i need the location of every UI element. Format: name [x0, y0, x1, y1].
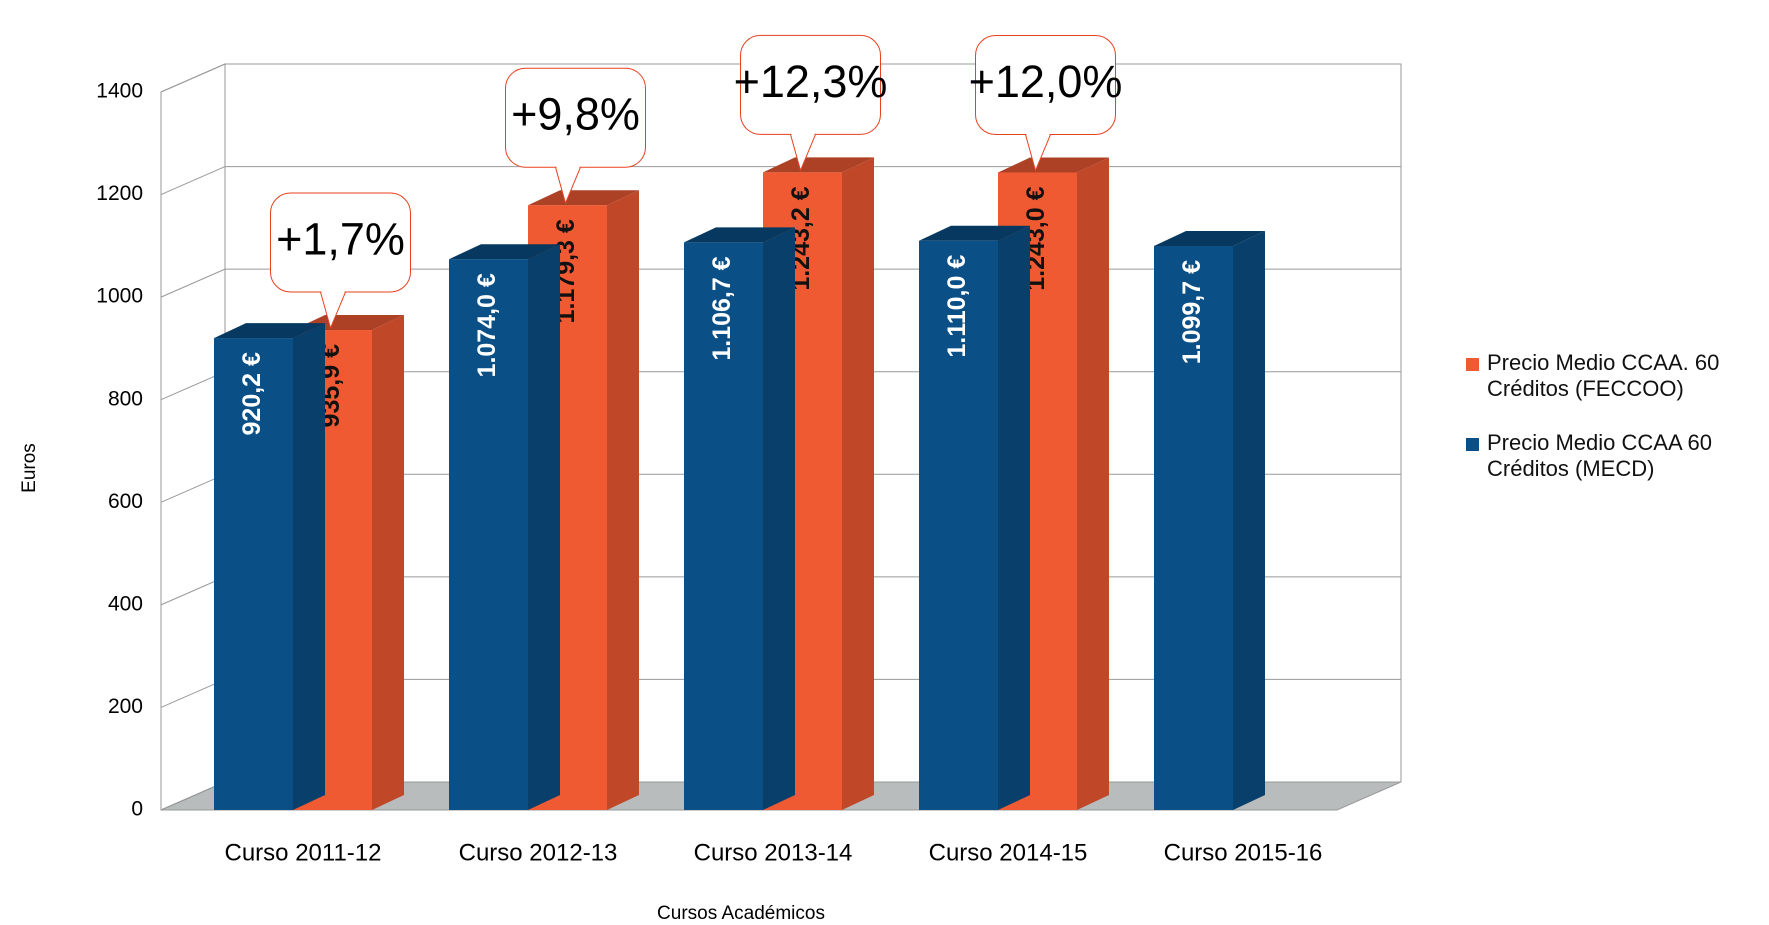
bar-side — [607, 190, 639, 811]
y-tick-label: 400 — [108, 592, 143, 615]
annotation: +12,3% — [734, 56, 888, 107]
annotation: +12,0% — [969, 56, 1123, 107]
legend-label: Precio Medio CCAA 60 Créditos (MECD) — [1487, 430, 1712, 481]
value-label: 1.106,7 € — [708, 256, 736, 360]
bar-side — [763, 227, 795, 810]
grid-line — [160, 63, 226, 93]
callout — [790, 134, 816, 172]
value-label: 1.110,0 € — [943, 255, 971, 358]
bar-side — [372, 315, 404, 810]
grid-line — [160, 268, 226, 298]
bar-side — [528, 244, 560, 811]
bar-top — [919, 225, 1030, 241]
y-tick-label: 200 — [108, 695, 143, 718]
value-label: 920,2 € — [238, 352, 266, 436]
x-tick-label: Curso 2012-13 — [459, 839, 618, 866]
y-axis-label: Euros — [19, 443, 40, 493]
y-tick-label: 800 — [108, 387, 143, 410]
value-label: 1.074,0 € — [473, 273, 501, 377]
bar-side — [998, 225, 1030, 810]
callout — [1025, 134, 1051, 173]
callout — [555, 166, 581, 205]
legend-item: Precio Medio CCAA. 60 Créditos (FECCOO) — [1466, 350, 1766, 402]
callout — [320, 291, 346, 330]
legend-label: Precio Medio CCAA. 60 Créditos (FECCOO) — [1487, 350, 1720, 401]
bar-top — [214, 323, 325, 339]
bar — [214, 338, 293, 810]
x-axis-label: Cursos Académicos — [657, 903, 825, 924]
bar-top — [1154, 231, 1265, 247]
annotation: +9,8% — [511, 89, 640, 140]
y-tick-label: 1000 — [96, 285, 143, 308]
bar — [684, 242, 763, 810]
bar-side — [842, 157, 874, 810]
bar — [1154, 246, 1233, 811]
legend-item: Precio Medio CCAA 60 Créditos (MECD) — [1466, 430, 1766, 482]
value-label: 1.099,7 € — [1178, 260, 1206, 364]
legend-swatch — [1466, 438, 1479, 451]
y-tick-label: 1400 — [96, 80, 143, 103]
bar-top — [528, 190, 639, 206]
y-tick-label: 600 — [108, 490, 143, 513]
x-tick-label: Curso 2014-15 — [929, 839, 1088, 866]
bar-side — [1077, 157, 1109, 811]
bar-side — [293, 323, 325, 810]
x-tick-label: Curso 2015-16 — [1164, 839, 1323, 866]
bar-top — [998, 157, 1109, 173]
legend: Precio Medio CCAA. 60 Créditos (FECCOO) P… — [1466, 350, 1766, 510]
bar-top — [684, 227, 795, 243]
bar-top — [763, 157, 874, 173]
y-tick-label: 0 — [131, 798, 143, 821]
y-tick-label: 1200 — [96, 182, 143, 205]
legend-swatch — [1466, 358, 1479, 371]
grid-line — [160, 166, 226, 196]
bar-top — [449, 244, 560, 260]
annotation: +1,7% — [276, 213, 405, 264]
bar — [919, 240, 998, 810]
x-tick-label: Curso 2013-14 — [694, 839, 853, 866]
x-tick-label: Curso 2011-12 — [225, 839, 382, 866]
bar — [449, 259, 528, 811]
bar-side — [1233, 231, 1265, 811]
